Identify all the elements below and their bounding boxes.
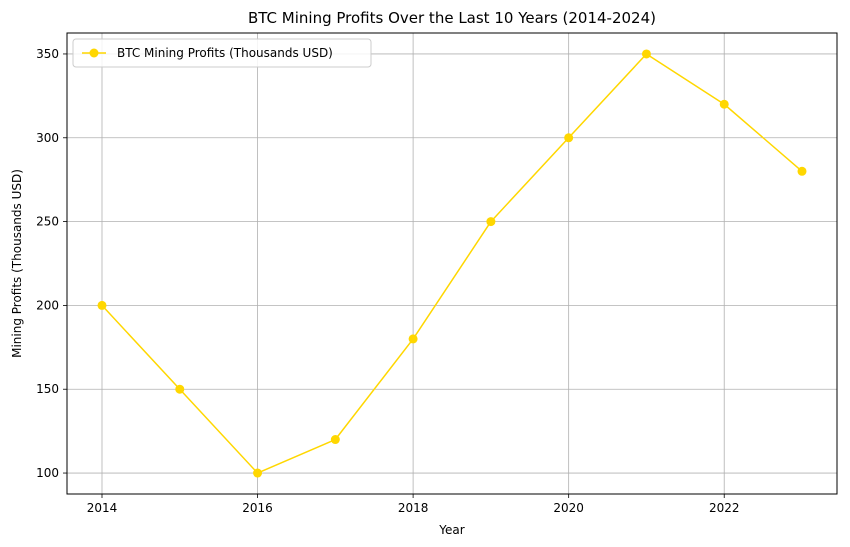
legend: BTC Mining Profits (Thousands USD) — [72, 38, 372, 68]
data-point — [797, 166, 807, 176]
y-axis: 100 150 200 250 300 350 — [36, 47, 67, 480]
data-point — [97, 300, 107, 310]
y-tick-label: 150 — [36, 382, 59, 396]
x-axis: 2014 2016 2018 2020 2022 — [87, 494, 740, 515]
legend-marker-swatch — [89, 48, 99, 58]
data-point — [408, 334, 418, 344]
legend-box — [72, 38, 372, 68]
series-line — [101, 53, 803, 474]
chart-title: BTC Mining Profits Over the Last 10 Year… — [248, 9, 656, 27]
y-axis-label: Mining Profits (Thousands USD) — [10, 169, 24, 358]
data-point — [641, 49, 651, 59]
data-point — [719, 99, 729, 109]
y-tick-label: 100 — [36, 466, 59, 480]
data-point — [486, 217, 496, 227]
series-layer — [97, 49, 807, 478]
x-tick-label: 2020 — [553, 501, 584, 515]
legend-entry-label: BTC Mining Profits (Thousands USD) — [117, 46, 333, 60]
x-tick-label: 2014 — [87, 501, 118, 515]
x-tick-label: 2016 — [242, 501, 273, 515]
y-tick-label: 300 — [36, 131, 59, 145]
y-tick-label: 200 — [36, 298, 59, 312]
y-tick-label: 250 — [36, 215, 59, 229]
x-axis-label: Year — [438, 523, 464, 537]
data-point — [564, 133, 574, 143]
data-point — [253, 468, 263, 478]
data-point — [175, 384, 185, 394]
x-tick-label: 2022 — [709, 501, 740, 515]
plot-frame — [66, 32, 838, 495]
data-point — [330, 435, 340, 445]
y-tick-label: 350 — [36, 47, 59, 61]
x-tick-label: 2018 — [398, 501, 429, 515]
